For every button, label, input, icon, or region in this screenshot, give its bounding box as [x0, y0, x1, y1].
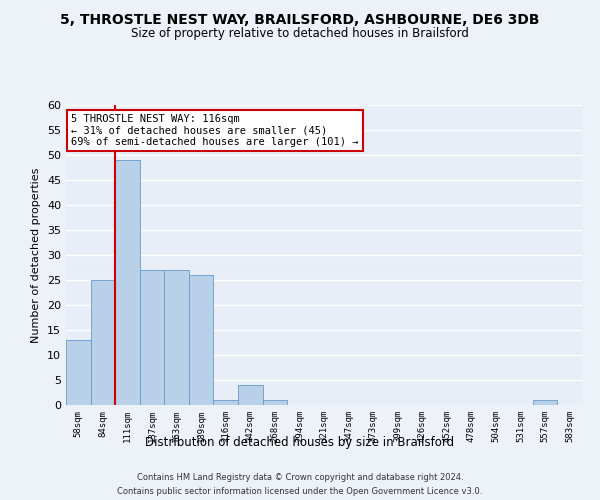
- Bar: [164, 270, 189, 405]
- Bar: [189, 275, 214, 405]
- Text: 5 THROSTLE NEST WAY: 116sqm
← 31% of detached houses are smaller (45)
69% of sem: 5 THROSTLE NEST WAY: 116sqm ← 31% of det…: [71, 114, 359, 147]
- Bar: [66, 340, 91, 405]
- Text: Contains HM Land Registry data © Crown copyright and database right 2024.: Contains HM Land Registry data © Crown c…: [137, 473, 463, 482]
- Bar: [263, 400, 287, 405]
- Text: Size of property relative to detached houses in Brailsford: Size of property relative to detached ho…: [131, 28, 469, 40]
- Bar: [533, 400, 557, 405]
- Bar: [238, 385, 263, 405]
- Y-axis label: Number of detached properties: Number of detached properties: [31, 168, 41, 342]
- Bar: [214, 400, 238, 405]
- Bar: [115, 160, 140, 405]
- Bar: [140, 270, 164, 405]
- Bar: [91, 280, 115, 405]
- Text: Contains public sector information licensed under the Open Government Licence v3: Contains public sector information licen…: [118, 486, 482, 496]
- Text: 5, THROSTLE NEST WAY, BRAILSFORD, ASHBOURNE, DE6 3DB: 5, THROSTLE NEST WAY, BRAILSFORD, ASHBOU…: [60, 12, 540, 26]
- Text: Distribution of detached houses by size in Brailsford: Distribution of detached houses by size …: [145, 436, 455, 449]
